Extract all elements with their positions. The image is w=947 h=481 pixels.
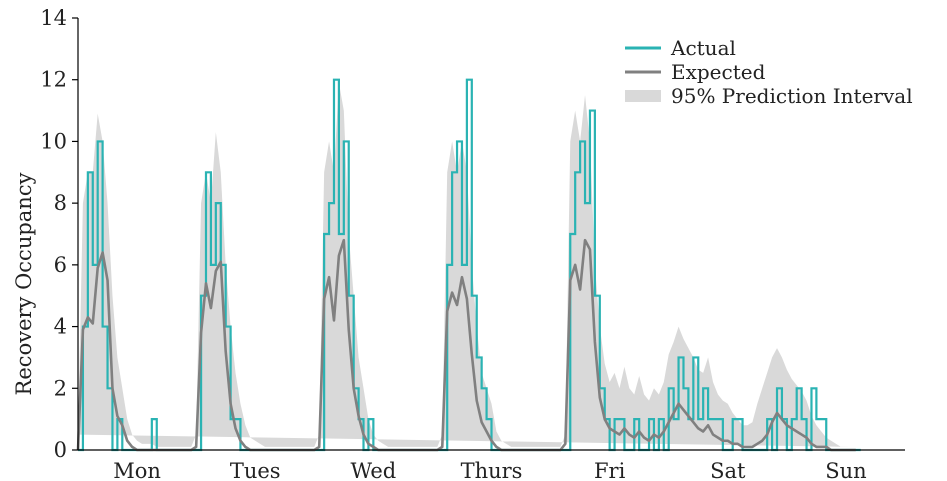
y-tick-label: 2 (54, 376, 67, 400)
y-tick-label: 0 (54, 438, 67, 462)
y-tick-label: 14 (40, 6, 67, 30)
y-tick-label: 4 (54, 315, 67, 339)
legend-label-actual: Actual (670, 36, 736, 60)
x-tick-label: Wed (350, 459, 396, 481)
x-tick-label: Tues (230, 459, 281, 481)
x-tick-label: Thurs (461, 459, 523, 481)
legend-label-interval: 95% Prediction Interval (671, 84, 913, 108)
y-tick-label: 6 (54, 253, 67, 277)
y-tick-label: 10 (40, 129, 67, 153)
expected-series-line (76, 238, 856, 452)
legend-swatch-interval (625, 90, 661, 102)
y-axis-label: Recovery Occupancy (12, 172, 36, 395)
x-tick-label: Fri (594, 459, 626, 481)
axes-layer: 0 2 4 6 8 10 12 14 Mon Tues Wed Thurs Fri Sat Sun Recov… (12, 6, 905, 481)
legend-label-expected: Expected (671, 60, 766, 84)
x-tick-label: Sat (710, 459, 746, 481)
y-tick-label: 12 (40, 68, 67, 92)
x-tick-label: Mon (113, 459, 161, 481)
x-tick-label: Sun (825, 459, 866, 481)
y-tick-label: 8 (54, 191, 67, 215)
expected-series-layer (76, 238, 856, 452)
